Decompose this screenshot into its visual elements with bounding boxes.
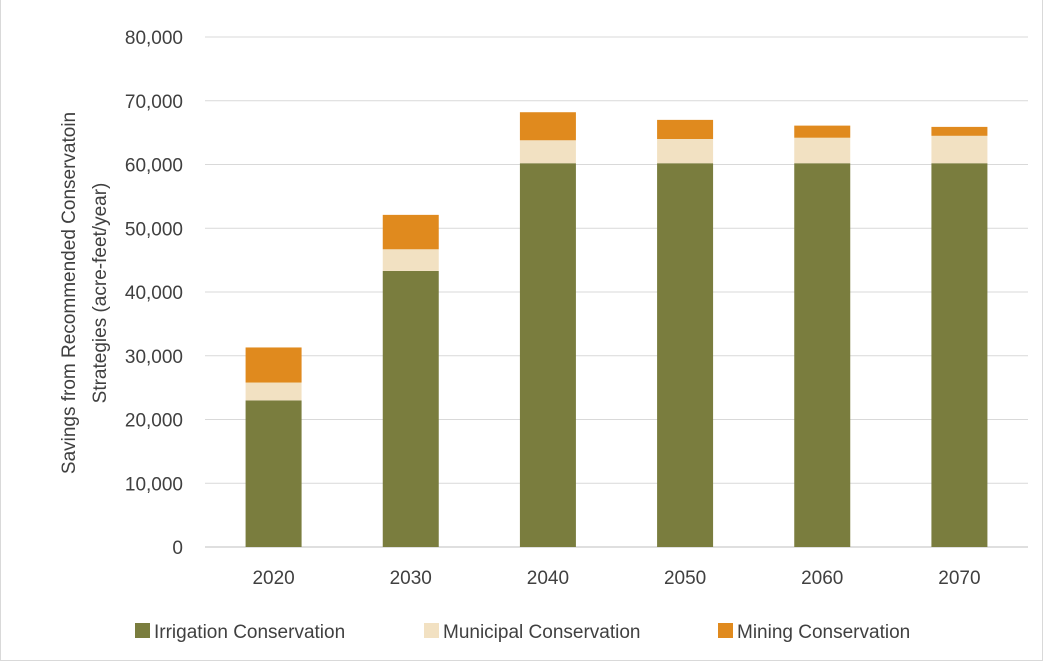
- bar-municipal-conservation-2060: [794, 137, 851, 164]
- bar-irrigation-conservation-2030: [382, 270, 439, 547]
- bar-municipal-conservation-2020: [245, 382, 302, 401]
- bar-irrigation-conservation-2020: [245, 400, 302, 547]
- x-tick-label: 2030: [390, 568, 432, 589]
- y-tick-label: 80,000: [125, 28, 183, 49]
- x-tick-label: 2070: [938, 568, 980, 589]
- legend-label: Municipal Conservation: [443, 622, 641, 643]
- legend-label: Irrigation Conservation: [154, 622, 345, 643]
- y-tick-label: 10,000: [125, 474, 183, 495]
- y-tick-label: 0: [172, 538, 183, 559]
- bar-mining-conservation-2030: [382, 214, 439, 250]
- legend-swatch-municipal-conservation: [424, 623, 439, 638]
- bar-irrigation-conservation-2070: [931, 163, 988, 547]
- y-axis-title: Savings from Recommended Conservatoin St…: [59, 112, 111, 474]
- x-axis-tick-labels: 2020 2030 2040 2050 2060 2070: [252, 568, 980, 589]
- legend: Irrigation Conservation Municipal Conserv…: [135, 622, 910, 643]
- bar-irrigation-conservation-2040: [519, 163, 576, 547]
- bar-municipal-conservation-2030: [382, 249, 439, 271]
- y-tick-label: 50,000: [125, 219, 183, 240]
- y-tick-label: 60,000: [125, 156, 183, 177]
- bars: [245, 112, 988, 547]
- gridlines: [205, 36, 1028, 548]
- legend-swatch-mining-conservation: [718, 623, 733, 638]
- y-tick-label: 40,000: [125, 283, 183, 304]
- y-axis-title-line-2: Strategies (acre-feet/year): [90, 183, 111, 404]
- bar-municipal-conservation-2070: [931, 135, 988, 164]
- bar-mining-conservation-2070: [931, 126, 988, 136]
- bar-municipal-conservation-2040: [519, 140, 576, 164]
- y-tick-label: 70,000: [125, 92, 183, 113]
- bar-municipal-conservation-2050: [657, 139, 714, 164]
- x-tick-label: 2040: [527, 568, 569, 589]
- y-axis-tick-labels: 0 10,000 20,000 30,000 40,000 50,000 60,000 70,…: [125, 28, 183, 559]
- y-tick-label: 30,000: [125, 347, 183, 368]
- bar-mining-conservation-2020: [245, 347, 302, 383]
- bar-mining-conservation-2050: [657, 119, 714, 139]
- x-tick-label: 2060: [801, 568, 843, 589]
- y-axis-title-line-1: Savings from Recommended Conservatoin: [59, 112, 80, 474]
- y-tick-label: 20,000: [125, 411, 183, 432]
- legend-label: Mining Conservation: [737, 622, 910, 643]
- x-tick-label: 2020: [252, 568, 294, 589]
- bar-mining-conservation-2040: [519, 112, 576, 141]
- bar-mining-conservation-2060: [794, 125, 851, 138]
- x-tick-label: 2050: [664, 568, 706, 589]
- legend-swatch-irrigation-conservation: [135, 623, 150, 638]
- bar-irrigation-conservation-2060: [794, 163, 851, 547]
- bar-irrigation-conservation-2050: [657, 163, 714, 547]
